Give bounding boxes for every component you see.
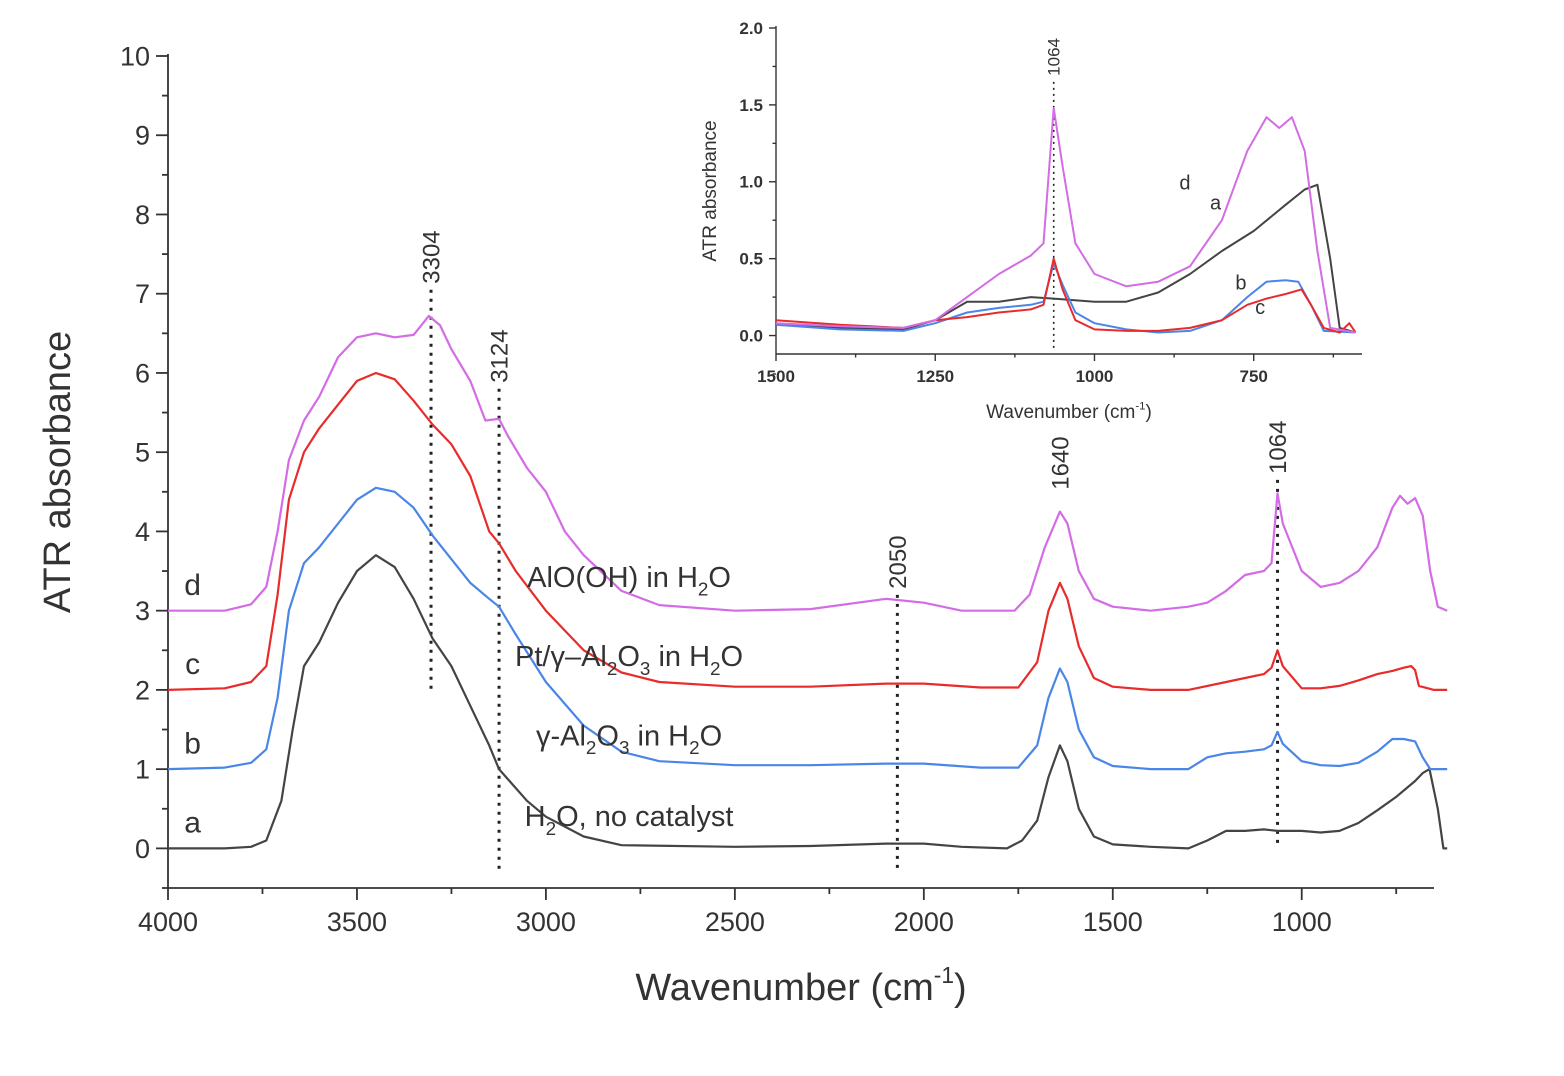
y-tick-label: 3 [135,596,150,626]
inset-chart: 0.0 0.5 1.0 1.5 2.0 1500 1250 1000 750 Wavenumber… [700,19,1362,423]
label-sub: 2 [586,737,596,758]
label-text: AlO(OH) in H [527,562,698,594]
x-tick-label: 3500 [327,907,387,937]
label-text: γ-Al [536,720,586,752]
label-text: in H [650,641,710,673]
y-tick-label: 2.0 [739,19,763,38]
x-tick-label: 1500 [1083,907,1143,937]
annotation-label: 1064 [1265,421,1292,474]
series-line-d [775,107,1356,334]
series-line-c [775,257,1357,334]
series-line-b [775,262,1356,334]
y-tick-label: 6 [135,358,150,388]
x-axis-title-close: ) [954,967,967,1009]
series-line-d [168,314,1448,612]
series-label-b: γ-Al2O3 in H2O [536,720,722,758]
y-tick-label: 8 [135,200,150,230]
x-axis-title: Wavenumber (cm-1) [986,400,1152,423]
label-text: in H [629,720,689,752]
y-axis-title: ATR absorbance [700,120,721,261]
series-label-a: H2O, no catalyst [525,801,734,839]
x-axis-title: Wavenumber (cm-1) [635,962,966,1009]
x-axis-title-text: Wavenumber (cm [635,967,933,1009]
series-line-c [167,371,1448,691]
y-tick-label: 10 [120,41,150,71]
label-sub: 2 [546,818,556,839]
y-tick-label: 1 [135,755,150,785]
label-text: O [708,562,731,594]
main-chart: 0 1 2 3 4 5 6 7 8 9 10 4000 3500 3000 2500 2000 1500 1000… [37,41,1448,1009]
series-line-b [167,486,1448,771]
x-tick-label: 4000 [138,907,198,937]
label-sub: 2 [698,579,708,600]
x-axis-title-text: Wavenumber (cm [986,402,1135,423]
label-sub: 2 [710,658,720,679]
x-tick-label: 2500 [705,907,765,937]
x-tick-label: 1250 [916,367,954,386]
y-tick-label: 0 [135,834,150,864]
series-letter: c [1255,297,1265,319]
x-tick-label: 1000 [1076,367,1114,386]
y-tick-label: 5 [135,438,150,468]
label-sub: 2 [689,737,699,758]
label-text: O [617,641,640,673]
x-tick-label: 3000 [516,907,576,937]
series-letter: b [1235,272,1246,294]
x-axis-title-sup: -1 [934,962,954,988]
label-text: O [721,641,744,673]
label-text: O [700,720,723,752]
label-sub: 3 [619,737,629,758]
label-sub: 3 [640,658,650,679]
label-text: Pt/γ–Al [515,641,607,673]
y-axis-title: ATR absorbance [37,331,79,613]
x-tick-label: 1000 [1272,907,1332,937]
y-tick-label: 0.5 [739,250,763,269]
x-tick-label: 750 [1240,367,1268,386]
series-line-a [168,554,1448,850]
y-tick-label: 4 [135,517,150,547]
series-letter: d [1179,172,1190,194]
label-text: O, no catalyst [556,801,733,833]
x-tick-label: 1500 [757,367,795,386]
series-label-d: AlO(OH) in H2O [527,562,731,600]
y-tick-label: 0.0 [739,326,763,345]
annotation-label: 1640 [1047,436,1074,489]
y-tick-label: 1.0 [739,173,763,192]
label-text: O [596,720,619,752]
y-tick-label: 9 [135,121,150,151]
series-letter: b [184,727,201,760]
series-letter: c [185,648,200,681]
y-tick-label: 2 [135,675,150,705]
label-sub: 2 [607,658,617,679]
series-line-a [775,183,1356,334]
series-letter: d [184,569,201,602]
y-tick-label: 7 [135,279,150,309]
x-tick-label: 2000 [894,907,954,937]
series-label-c: Pt/γ–Al2O3 in H2O [515,641,743,679]
x-axis-title-sup: -1 [1135,400,1145,412]
series-letter: a [1210,192,1222,214]
y-tick-label: 1.5 [739,96,763,115]
x-axis-title-close: ) [1146,402,1152,423]
label-text: H [525,801,546,833]
annotation-label: 2050 [885,535,912,588]
series-letter: a [184,807,201,840]
annotation-label: 3304 [418,230,445,283]
annotation-label: 3124 [486,329,513,382]
annotation-label: 1064 [1045,38,1064,76]
